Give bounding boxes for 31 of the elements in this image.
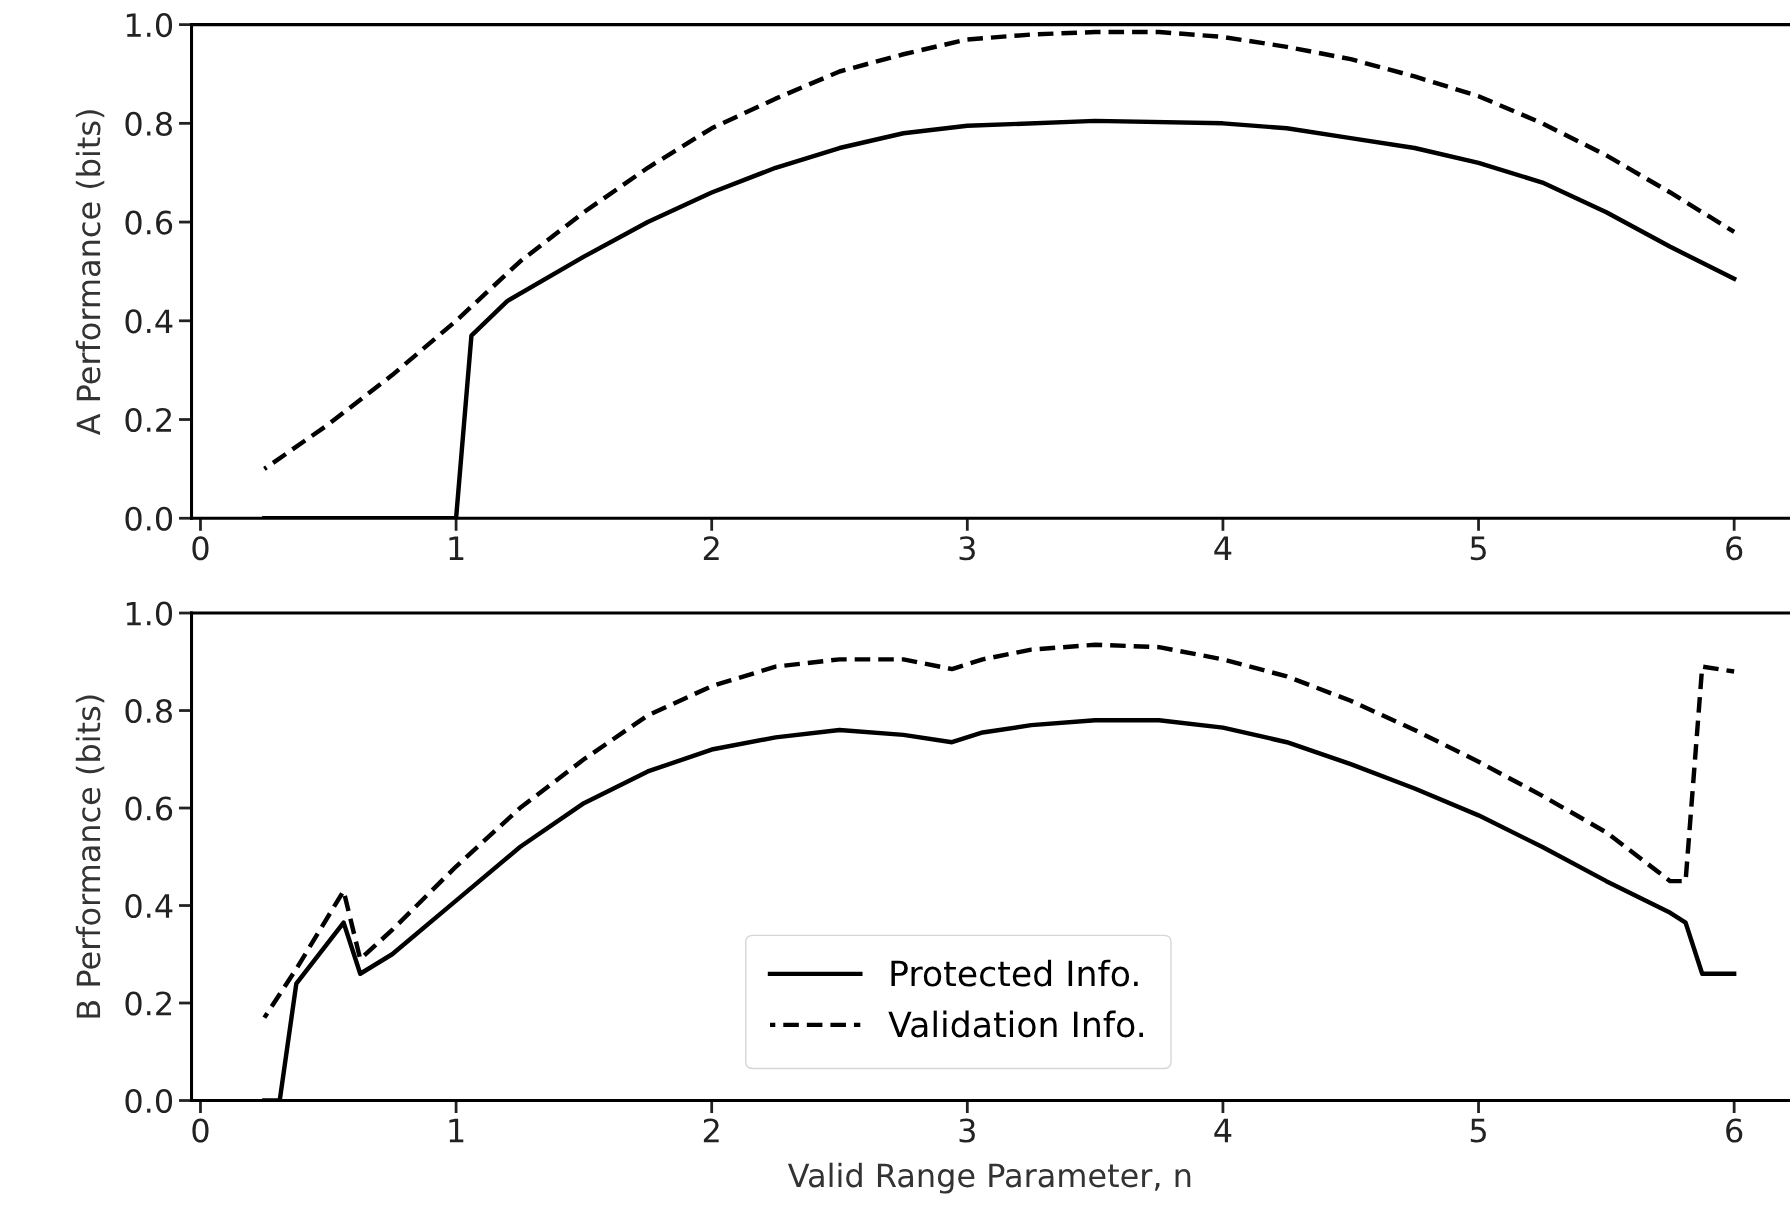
x-tick-label: 6	[1726, 536, 1743, 561]
x-axis-title: Valid Range Parameter, n	[787, 1162, 1191, 1194]
x-tick-label: 2	[703, 1118, 719, 1143]
legend-label: Protected Info.	[891, 959, 1138, 987]
y-tick-label: 0.2	[125, 991, 171, 1016]
x-tick-label: 2	[703, 536, 719, 560]
y-axis-title: B Performance (bits)	[75, 695, 105, 1018]
y-tick-label: 0.6	[125, 210, 173, 235]
y-tick-label: 0.8	[125, 698, 172, 724]
y-tick-label: 1.0	[126, 601, 173, 626]
x-tick-label: 1	[449, 536, 464, 560]
y-tick-label: 0.2	[125, 407, 171, 433]
y-tick-label: 0.8	[125, 111, 172, 136]
x-tick-label: 3	[959, 536, 975, 561]
y-axis-title: A Performance (bits)	[75, 110, 105, 436]
y-tick-label: 0.0	[125, 506, 173, 531]
x-tick-label: 4	[1214, 536, 1232, 560]
x-tick-label: 0	[192, 536, 209, 561]
x-tick-label: 0	[192, 1118, 209, 1143]
y-tick-label: 0.4	[125, 893, 173, 919]
y-tick-label: 1.0	[126, 13, 173, 38]
y-tick-label: 0.6	[125, 796, 173, 821]
x-tick-label: 3	[959, 1118, 975, 1143]
y-tick-label: 0.4	[125, 309, 173, 334]
x-tick-label: 4	[1214, 1118, 1232, 1143]
y-tick-label: 0.0	[125, 1088, 173, 1114]
legend-label: Validation Info.	[888, 1010, 1143, 1038]
x-tick-label: 1	[449, 1118, 464, 1143]
x-tick-label: 5	[1470, 1118, 1486, 1143]
x-tick-label: 5	[1470, 536, 1486, 561]
x-tick-label: 6	[1726, 1118, 1743, 1143]
